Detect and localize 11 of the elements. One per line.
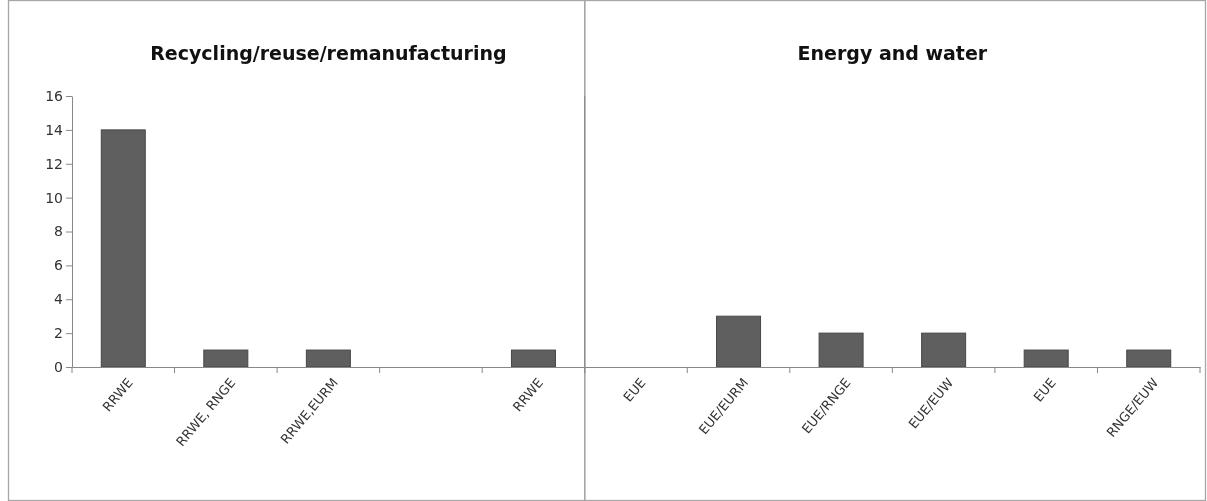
y-tick-label: 16 — [45, 87, 64, 104]
y-tick-label: 12 — [45, 155, 63, 172]
y-tick-label: 8 — [54, 223, 63, 240]
y-tick-label: 6 — [54, 257, 64, 274]
y-tick-label: 2 — [54, 325, 63, 342]
y-tick-label: 14 — [45, 121, 64, 138]
y-tick-label: 4 — [54, 291, 64, 308]
y-tick-label: 10 — [45, 189, 63, 206]
y-tick-label: 0 — [54, 358, 63, 375]
chart-title: Energy and water — [797, 42, 988, 64]
chart-title: Recycling/reuse/remanufacturing — [150, 42, 507, 64]
